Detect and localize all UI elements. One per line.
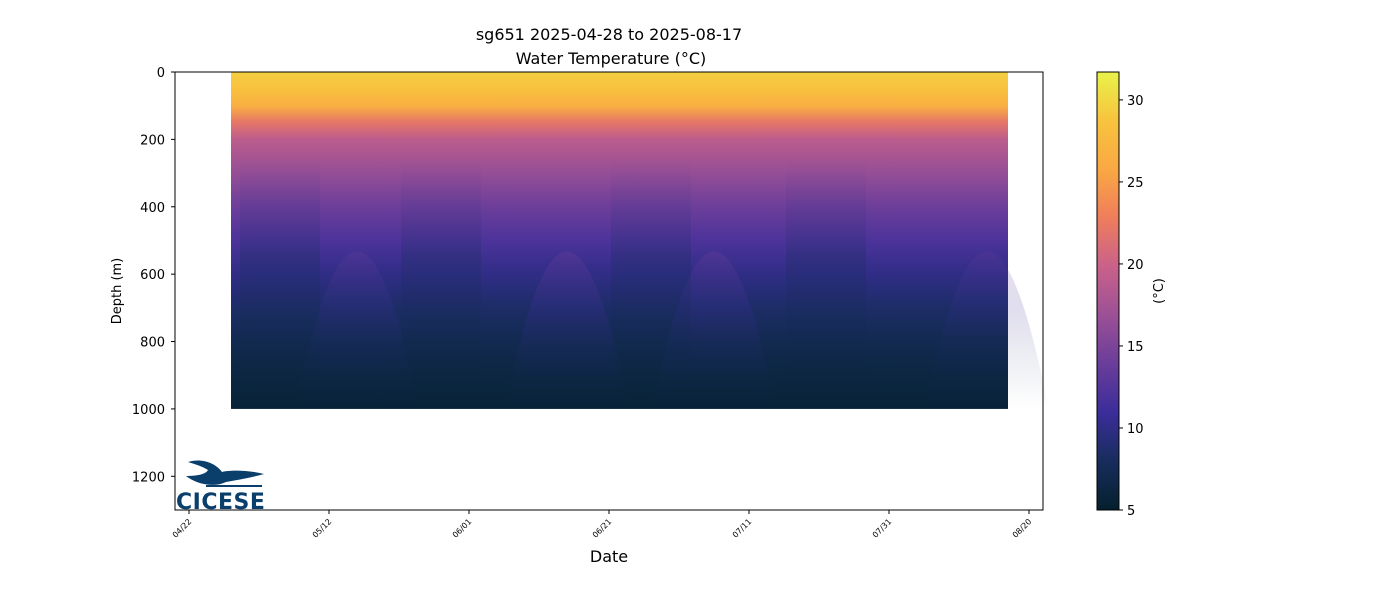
cool-patch <box>786 72 866 409</box>
chart-subtitle: Water Temperature (°C) <box>516 49 706 68</box>
warm-intrusion <box>925 251 1049 409</box>
colorbar-tick-label: 30 <box>1127 94 1144 109</box>
y-tick-label: 400 <box>140 201 165 216</box>
colorbar-tick-label: 5 <box>1127 504 1135 519</box>
cool-patch <box>611 72 691 409</box>
bird-icon <box>186 460 264 485</box>
colorbar-label: (°C) <box>1152 278 1167 304</box>
y-axis-label: Depth (m) <box>110 258 125 325</box>
y-tick-label: 600 <box>140 268 165 283</box>
x-tick-label: 07/31 <box>871 517 894 540</box>
logo-text: CICESE <box>176 490 265 515</box>
warm-intrusion <box>295 251 419 409</box>
x-tick-label: 05/12 <box>311 517 334 540</box>
x-tick-label: 07/11 <box>731 517 754 540</box>
y-tick-label: 1200 <box>132 470 165 485</box>
colorbar-tick-label: 10 <box>1127 422 1144 437</box>
x-axis-label: Date <box>590 547 628 566</box>
chart-title: sg651 2025-04-28 to 2025-08-17 <box>476 25 742 44</box>
y-tick-label: 800 <box>140 336 165 351</box>
cicese-logo: CICESE <box>176 460 265 515</box>
y-tick-label: 1000 <box>132 403 165 418</box>
x-tick-label: 06/21 <box>591 517 614 540</box>
colorbar-tick-label: 25 <box>1127 176 1144 191</box>
y-axis: 0 200 400 600 800 1000 1200 <box>132 66 175 485</box>
colorbar-tick-label: 15 <box>1127 340 1144 355</box>
x-tick-label: 08/20 <box>1011 517 1034 540</box>
y-tick-label: 200 <box>140 133 165 148</box>
warm-intrusion <box>505 251 629 409</box>
x-axis: 04/22 05/12 06/01 06/21 07/11 07/31 08/20 <box>171 510 1034 540</box>
temperature-heatmap <box>231 72 1049 409</box>
cool-patch <box>401 72 481 409</box>
colorbar-axis: 5 10 15 20 25 30 <box>1119 94 1144 519</box>
colorbar <box>1096 71 1120 511</box>
colorbar-tick-label: 20 <box>1127 258 1144 273</box>
y-tick-label: 0 <box>157 66 165 81</box>
x-tick-label: 06/01 <box>451 517 474 540</box>
x-tick-label: 04/22 <box>171 517 194 540</box>
cool-patch <box>240 72 320 409</box>
